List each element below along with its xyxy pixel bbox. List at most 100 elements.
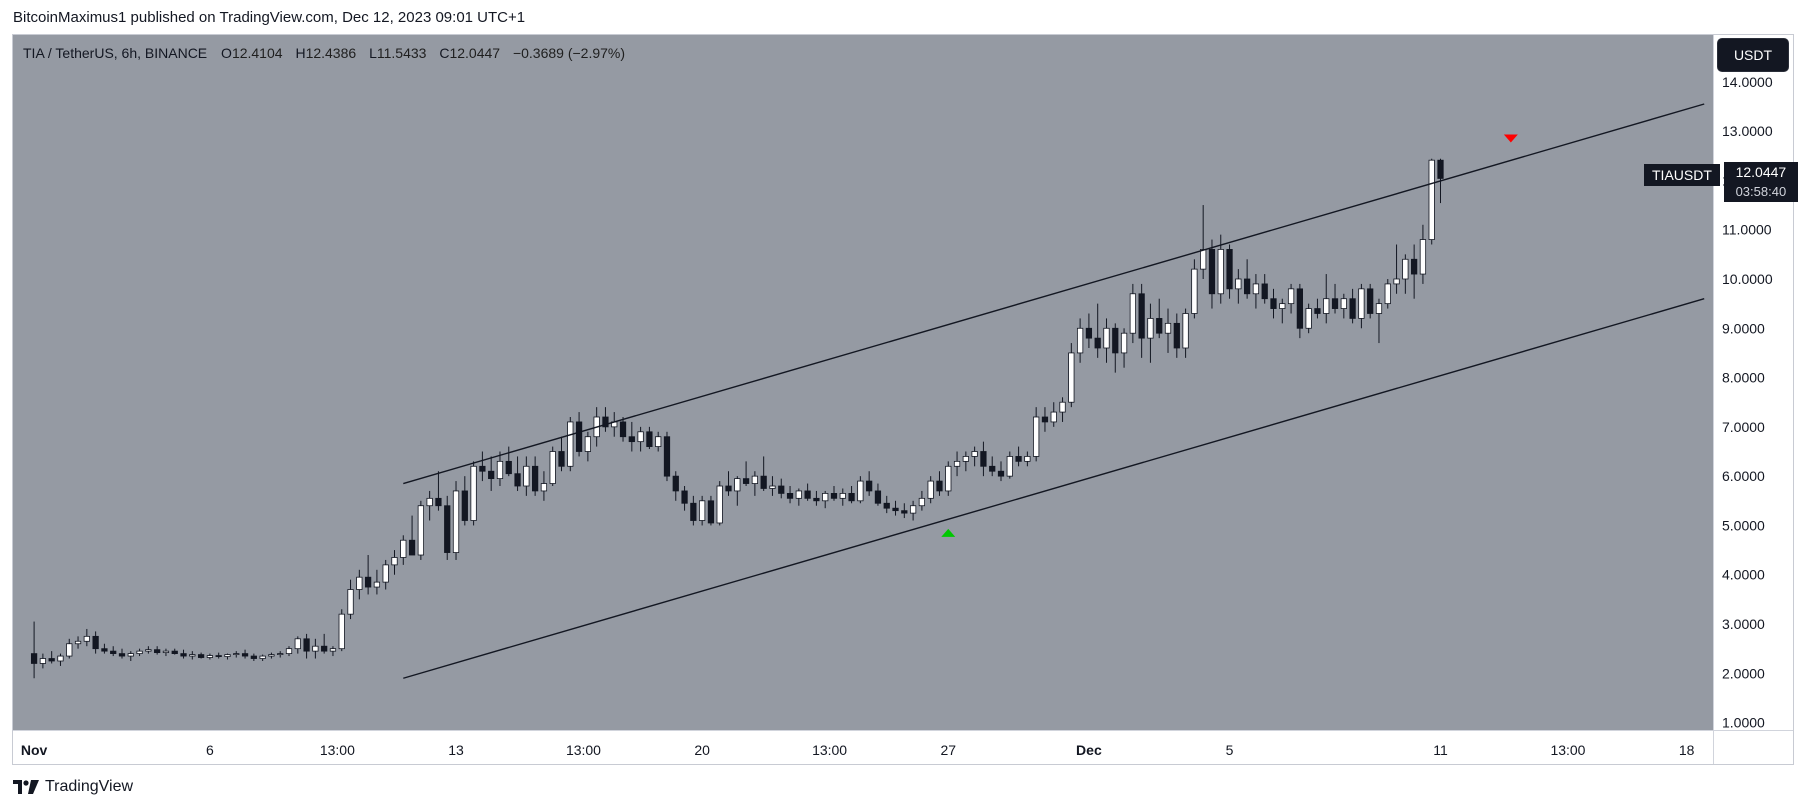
candle-body xyxy=(435,497,442,507)
candle-body xyxy=(927,480,934,499)
legend-symbol: TIA / TetherUS, 6h, BINANCE xyxy=(23,45,208,61)
candle-body xyxy=(707,500,715,524)
candle xyxy=(699,495,706,526)
candle-body xyxy=(514,473,521,487)
legend-low-value: 11.5433 xyxy=(376,45,427,61)
candle-body xyxy=(619,421,627,438)
candle-body xyxy=(259,655,266,659)
candle xyxy=(655,431,662,452)
ohlc-legend[interactable]: TIA / TetherUS, 6h, BINANCE O12.4104 H12… xyxy=(23,45,634,61)
candle xyxy=(1235,269,1242,304)
candle xyxy=(496,451,504,487)
candle-body xyxy=(417,505,424,556)
candle-body xyxy=(892,507,899,512)
candle xyxy=(927,476,934,504)
candle xyxy=(180,649,187,659)
candle xyxy=(1252,274,1260,309)
time-tick-label: 13:00 xyxy=(566,742,601,758)
candle xyxy=(1076,318,1084,363)
candle xyxy=(30,621,38,679)
candle xyxy=(277,651,284,658)
candle-body xyxy=(347,589,354,615)
time-axis[interactable] xyxy=(13,730,1793,764)
candle-body xyxy=(1419,239,1427,275)
candle xyxy=(391,550,398,575)
candle xyxy=(1226,244,1233,299)
candle xyxy=(312,638,319,659)
candle xyxy=(742,461,750,487)
candle-body xyxy=(716,485,723,524)
publisher-line: BitcoinMaximus1 published on TradingView… xyxy=(13,9,526,26)
candle-body xyxy=(760,475,767,489)
candle-body xyxy=(206,655,214,658)
candle xyxy=(1428,158,1435,245)
price-chart[interactable]: 1.0000 2.0000 3.0000 4.0000 5.0000 6.0000 7.00… xyxy=(13,35,1793,764)
candle xyxy=(444,495,451,560)
price-tick-label: 2.0000 xyxy=(1722,665,1765,681)
candle-body xyxy=(1287,288,1295,305)
candle xyxy=(470,461,477,526)
candle-body xyxy=(382,564,389,583)
candle xyxy=(241,649,249,659)
candle-body xyxy=(945,465,952,492)
candle xyxy=(1279,298,1286,324)
candle xyxy=(294,636,301,654)
price-tick-label: 11.0000 xyxy=(1722,222,1772,238)
candle xyxy=(505,446,512,477)
candle-body xyxy=(699,500,706,521)
candle-body xyxy=(408,539,416,556)
footer-brand[interactable]: TradingView xyxy=(13,778,133,796)
candle-body xyxy=(461,490,468,521)
candle-body xyxy=(1279,303,1286,309)
candle xyxy=(83,628,90,647)
candle-body xyxy=(224,654,231,657)
candle-body xyxy=(39,658,47,664)
candle-body xyxy=(725,485,732,492)
candle-body xyxy=(980,451,987,467)
candle xyxy=(839,488,846,506)
candle-body xyxy=(989,465,996,472)
candle-body xyxy=(742,478,750,484)
candle-body xyxy=(1050,411,1057,423)
candle-body xyxy=(813,497,820,502)
candle xyxy=(162,648,170,657)
price-axis[interactable] xyxy=(1713,35,1793,730)
candle-body xyxy=(883,502,890,509)
currency-button[interactable]: USDT xyxy=(1718,39,1788,71)
candle xyxy=(233,651,240,658)
candle-body xyxy=(57,655,64,662)
candle-body xyxy=(496,460,504,480)
candle xyxy=(206,653,214,660)
legend-low-label: L xyxy=(369,45,377,61)
candle-body xyxy=(795,490,802,499)
candle xyxy=(1173,313,1180,358)
candle-body xyxy=(101,648,108,652)
candle xyxy=(250,653,257,661)
candle xyxy=(663,431,671,482)
candle-body xyxy=(997,470,1005,477)
candle-body xyxy=(1024,456,1031,462)
candle xyxy=(786,486,794,504)
plot-background[interactable] xyxy=(13,35,1713,730)
candle xyxy=(74,636,82,649)
candle-body xyxy=(1217,249,1224,295)
candle xyxy=(734,476,741,506)
candle-body xyxy=(1068,352,1075,403)
price-tick-label: 1.0000 xyxy=(1722,715,1765,731)
candle-body xyxy=(646,431,653,447)
candle xyxy=(1287,283,1295,314)
candle xyxy=(1147,303,1154,363)
candle-body xyxy=(1428,159,1435,240)
candle-body xyxy=(1226,249,1233,290)
candle xyxy=(417,500,424,560)
price-tick-label: 6.0000 xyxy=(1722,468,1765,484)
legend-high-label: H xyxy=(295,45,306,61)
candle xyxy=(725,471,732,496)
candle-body xyxy=(637,431,644,443)
candle xyxy=(628,421,635,452)
price-tick-label: 7.0000 xyxy=(1722,419,1765,435)
candle xyxy=(575,412,583,457)
price-tick-label: 9.0000 xyxy=(1722,320,1765,336)
candle-body xyxy=(83,635,90,642)
candle xyxy=(136,648,143,657)
